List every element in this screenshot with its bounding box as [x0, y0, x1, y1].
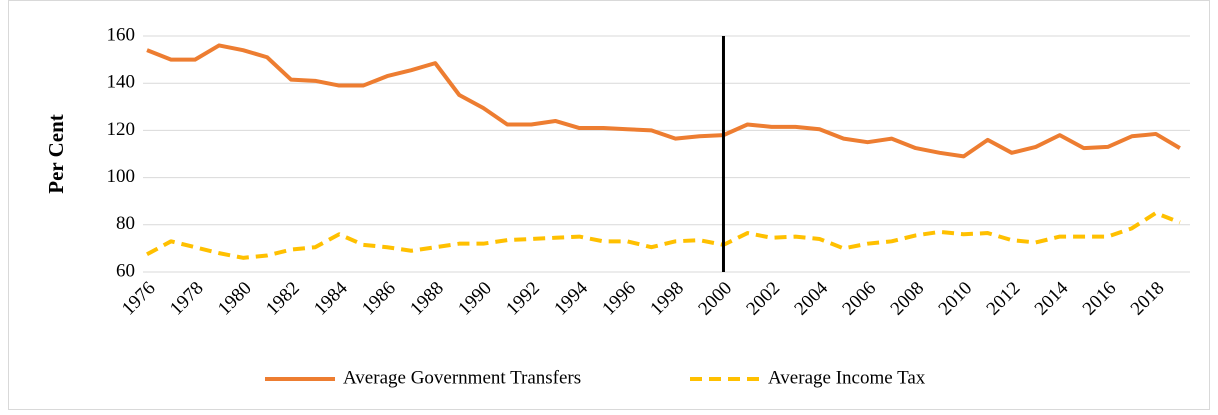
x-tick-label: 1986	[358, 278, 400, 320]
x-tick-label: 1994	[550, 277, 592, 319]
x-tick-label: 2002	[742, 278, 784, 320]
x-tick-label: 2018	[1127, 278, 1169, 320]
y-tick-label: 60	[116, 260, 135, 281]
series-line	[146, 43, 1181, 159]
legend-label: Average Income Tax	[768, 367, 926, 388]
y-tick-label: 140	[107, 72, 136, 93]
x-tick-label: 2000	[694, 278, 736, 320]
x-tick-label: 1982	[262, 278, 304, 320]
x-tick-label: 1990	[454, 278, 496, 320]
x-tick-label: 2004	[790, 277, 832, 319]
x-tick-label: 2010	[935, 278, 977, 320]
legend-label: Average Government Transfers	[343, 367, 581, 388]
x-tick-label: 2014	[1031, 277, 1073, 319]
x-tick-label: 1978	[166, 278, 208, 320]
series-line	[146, 211, 1181, 260]
x-tick-label: 2006	[838, 278, 880, 320]
y-tick-label: 100	[107, 166, 136, 187]
y-tick-label: 160	[107, 24, 136, 45]
y-tick-label: 80	[116, 213, 135, 234]
x-tick-label: 1980	[214, 278, 256, 320]
x-tick-label: 1996	[598, 278, 640, 320]
x-tick-label: 2012	[983, 278, 1025, 320]
y-tick-label: 120	[107, 119, 136, 140]
x-tick-label: 1984	[310, 277, 352, 319]
chart-border	[8, 0, 1210, 410]
x-tick-label: 1988	[406, 278, 448, 320]
x-tick-label: 1976	[118, 278, 160, 320]
x-tick-label: 1998	[646, 278, 688, 320]
y-axis-label: Per Cent	[44, 114, 68, 194]
x-tick-label: 1992	[502, 278, 544, 320]
x-tick-label: 2008	[887, 278, 929, 320]
x-tick-label: 2016	[1079, 278, 1121, 320]
